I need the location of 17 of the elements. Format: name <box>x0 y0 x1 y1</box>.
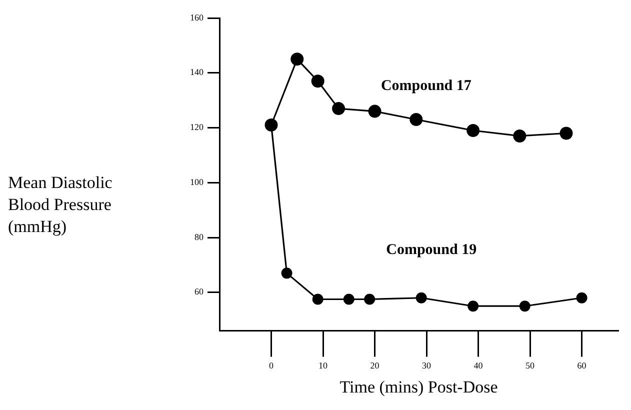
x-tick-label: 30 <box>422 360 432 371</box>
y-tick-label: 60 <box>194 286 204 297</box>
text: Compound 19 <box>386 242 477 258</box>
x-tick-label: 20 <box>370 360 380 371</box>
x-tick-label: 10 <box>318 360 328 371</box>
x-tick-label: 50 <box>526 360 536 371</box>
series-label: Compound 17 <box>380 78 472 94</box>
y-tick-label: 160 <box>190 12 204 22</box>
x-tick-label: 0 <box>269 360 274 371</box>
x-tick-label: 60 <box>577 360 587 371</box>
x-axis-title: Time (mins) Post-Dose <box>340 377 498 396</box>
x-tick-label: 40 <box>474 360 484 371</box>
y-tick-label: 140 <box>190 67 204 78</box>
y-tick-label: 120 <box>190 122 204 132</box>
y-axis-title: Mean Diastolic Blood Pressure (mmHg) <box>8 172 114 238</box>
y-tick-label: 100 <box>190 176 204 187</box>
y-tick-label: 80 <box>194 232 204 242</box>
